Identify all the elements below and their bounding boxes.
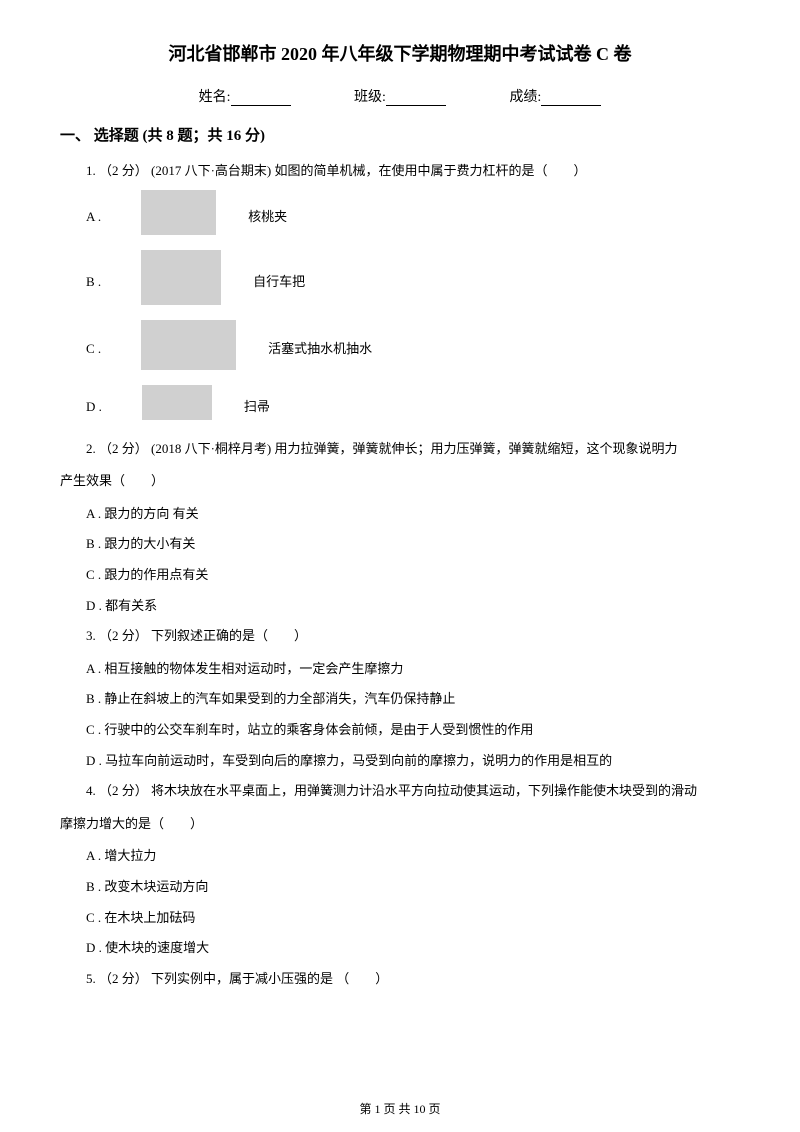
q1-optD-image [116,385,212,429]
q4-option-c: C . 在木块上加砝码 [60,904,740,933]
q3-option-d: D . 马拉车向前运动时，车受到向后的摩擦力，马受到向前的摩擦力，说明力的作用是… [60,747,740,776]
nutcracker-image [141,190,216,235]
q4-option-d: D . 使木块的速度增大 [60,934,740,963]
q1-option-a: A . 核桃夹 [60,190,740,244]
score-field: 成绩: [509,86,601,106]
q1-optB-label: B . [60,269,101,295]
q1-optD-label: D . [60,394,102,420]
q1-option-b: B . 自行车把 [60,250,740,314]
name-field: 姓名: [199,86,291,106]
q2-option-d: D . 都有关系 [60,592,740,621]
q1-optB-text: 自行车把 [227,269,305,295]
piston-pump-image [141,320,236,370]
class-label: 班级: [354,90,386,105]
q4-option-a: A . 增大拉力 [60,842,740,871]
q2-option-c: C . 跟力的作用点有关 [60,561,740,590]
q1-option-d: D . 扫帚 [60,385,740,429]
q1-optB-image [115,250,221,314]
q2-stem-line2: 产生效果（ ） [60,467,740,496]
q3-option-c: C . 行驶中的公交车刹车时，站立的乘客身体会前倾，是由于人受到惯性的作用 [60,716,740,745]
q1-optA-image [115,190,216,244]
q1-stem: 1. （2 分） (2017 八下·高台期末) 如图的简单机械，在使用中属于费力… [60,157,740,186]
q3-option-b: B . 静止在斜坡上的汽车如果受到的力全部消失，汽车仍保持静止 [60,685,740,714]
q3-stem: 3. （2 分） 下列叙述正确的是（ ） [60,622,740,651]
student-info-line: 姓名: 班级: 成绩: [60,86,740,106]
q1-optA-text: 核桃夹 [222,204,287,230]
q1-option-c: C . 活塞式抽水机抽水 [60,320,740,379]
q3-option-a: A . 相互接触的物体发生相对运动时，一定会产生摩擦力 [60,655,740,684]
q1-optC-text: 活塞式抽水机抽水 [242,336,372,362]
q1-optD-text: 扫帚 [218,394,270,420]
q2-option-b: B . 跟力的大小有关 [60,530,740,559]
class-field: 班级: [354,86,446,106]
q4-stem-line2: 摩擦力增大的是（ ） [60,810,740,839]
section-1-header: 一、 选择题 (共 8 题；共 16 分) [60,124,740,145]
bicycle-handle-image [141,250,221,305]
name-label: 姓名: [199,90,231,105]
q1-optC-label: C . [60,336,101,362]
page-footer: 第 1 页 共 10 页 [0,1100,800,1117]
score-blank [541,92,601,106]
class-blank [386,92,446,106]
score-label: 成绩: [509,90,541,105]
exam-title: 河北省邯郸市 2020 年八年级下学期物理期中考试试卷 C 卷 [60,40,740,66]
q4-option-b: B . 改变木块运动方向 [60,873,740,902]
q1-optA-label: A . [60,204,101,230]
q4-stem-line1: 4. （2 分） 将木块放在水平桌面上，用弹簧测力计沿水平方向拉动使其运动，下列… [60,777,740,806]
q2-option-a: A . 跟力的方向 有关 [60,500,740,529]
q5-stem: 5. （2 分） 下列实例中，属于减小压强的是 （ ） [60,965,740,994]
q1-optC-image [115,320,236,379]
q2-stem-line1: 2. （2 分） (2018 八下·桐梓月考) 用力拉弹簧，弹簧就伸长；用力压弹… [60,435,740,464]
name-blank [231,92,291,106]
broom-image [142,385,212,420]
